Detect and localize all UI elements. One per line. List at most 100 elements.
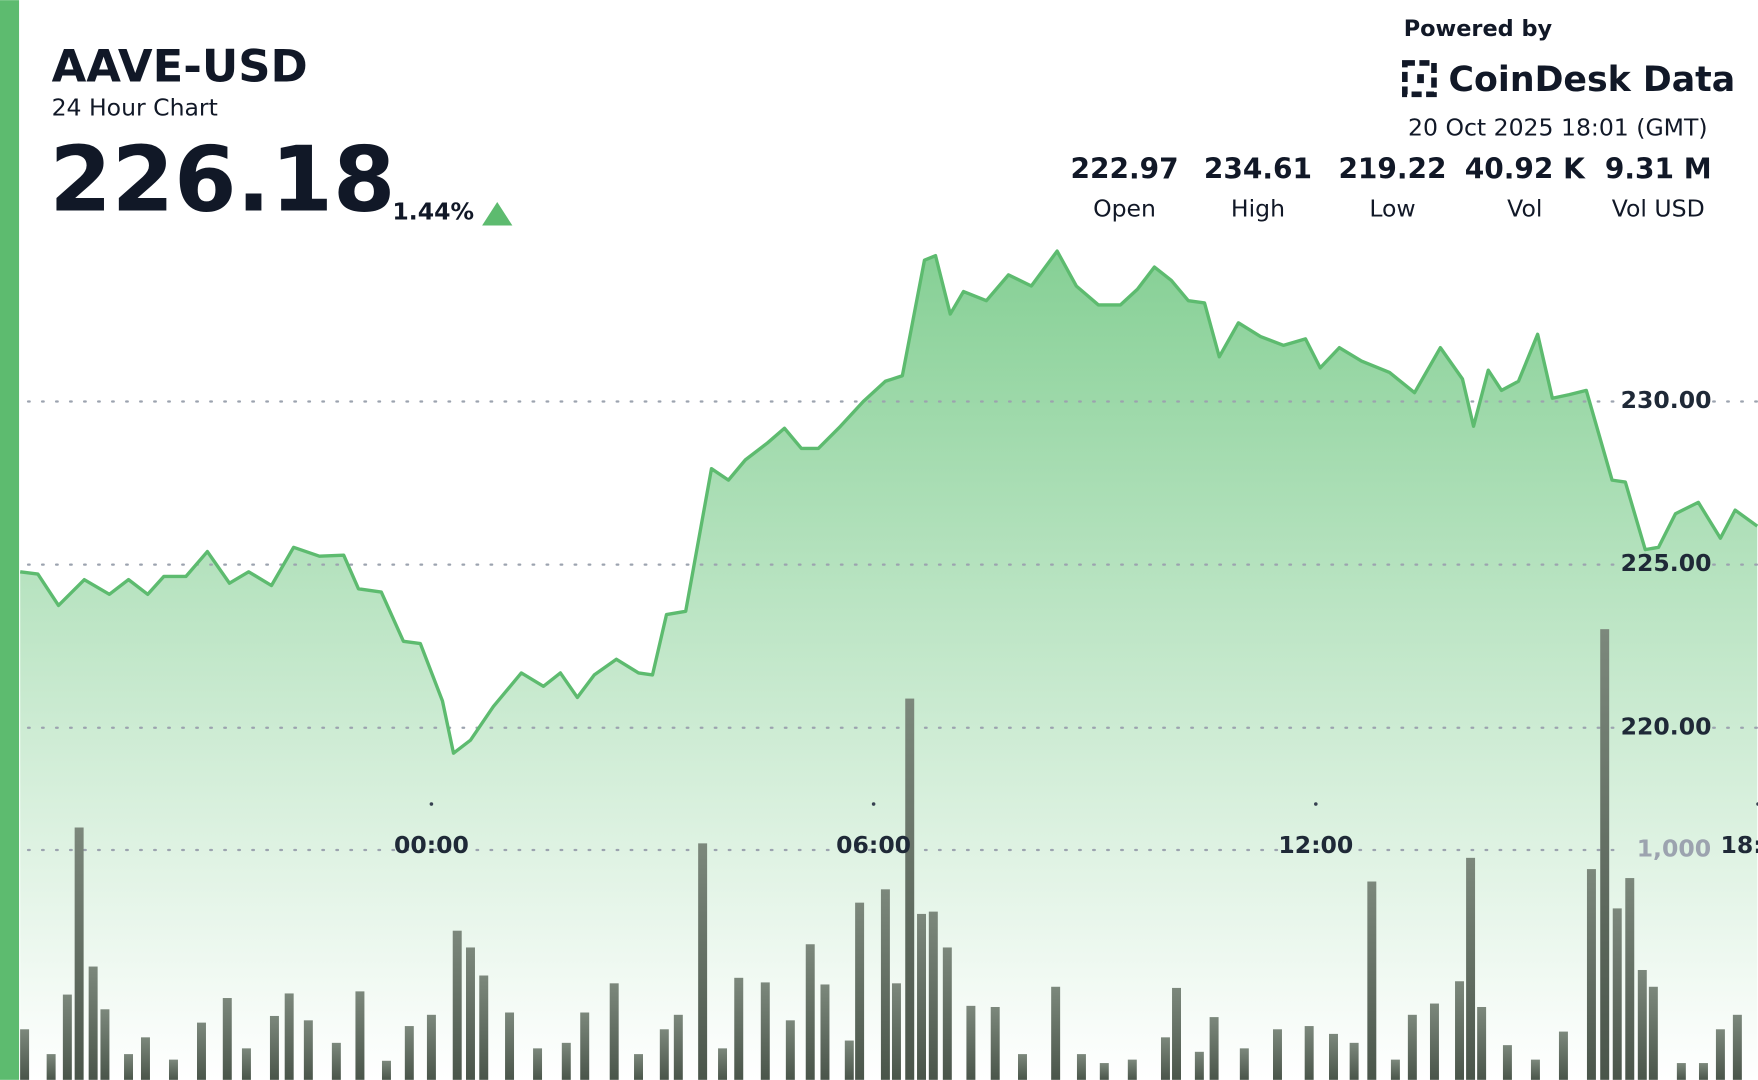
volume-bar bbox=[1367, 881, 1377, 1080]
volume-bar bbox=[1349, 1042, 1359, 1080]
volume-bar bbox=[734, 977, 744, 1080]
volume-bar bbox=[1099, 1063, 1109, 1080]
x-tick-label: 06:00 bbox=[836, 831, 911, 859]
volume-bar bbox=[1407, 1014, 1417, 1080]
volume-bar bbox=[1558, 1031, 1568, 1080]
volume-bar bbox=[1600, 629, 1610, 1080]
volume-bar bbox=[20, 1029, 30, 1080]
volume-bar bbox=[760, 982, 770, 1080]
volume-bar bbox=[426, 1014, 436, 1080]
label-layer: 220.00 225.00 230.00 1,000 00:00 06:00 12:00 18… bbox=[394, 386, 1758, 863]
volume-bar bbox=[88, 966, 98, 1080]
stat-value: 40.92 K bbox=[1465, 153, 1586, 186]
volume-bar bbox=[452, 930, 462, 1080]
brand-name: CoinDesk Data bbox=[1449, 60, 1736, 100]
volume-bar bbox=[140, 1037, 150, 1080]
volume-bar bbox=[928, 911, 938, 1080]
volume-bar bbox=[634, 1054, 643, 1080]
volume-bar bbox=[1390, 1059, 1400, 1080]
volume-bar bbox=[196, 1022, 206, 1080]
volume-bar bbox=[1676, 1063, 1686, 1080]
stat-label: Vol USD bbox=[1612, 194, 1705, 222]
volume-bar bbox=[331, 1042, 341, 1080]
volume-bar bbox=[855, 902, 865, 1080]
volume-bar bbox=[1127, 1059, 1137, 1080]
volume-bar bbox=[844, 1040, 854, 1080]
volume-bar bbox=[479, 975, 489, 1080]
price-area bbox=[20, 251, 1758, 1080]
volume-bar bbox=[1477, 1006, 1487, 1080]
volume-bar bbox=[1455, 981, 1465, 1080]
accent-bar bbox=[0, 0, 20, 1080]
volume-bar bbox=[561, 1042, 571, 1080]
stat-value: 222.97 bbox=[1070, 153, 1178, 186]
volume-bar bbox=[1637, 969, 1647, 1080]
volume-bar bbox=[1715, 1029, 1725, 1080]
last-price: 226.18 bbox=[49, 129, 395, 233]
x-tick-label: 18:00 bbox=[1721, 831, 1758, 859]
stat-label: Vol bbox=[1507, 194, 1542, 222]
volume-bar bbox=[1648, 986, 1658, 1080]
stat-value: 219.22 bbox=[1338, 153, 1446, 186]
volume-bar bbox=[609, 983, 619, 1080]
powered-by: Powered by bbox=[1404, 16, 1553, 42]
volume-bar bbox=[891, 983, 901, 1080]
volume-bar bbox=[100, 1009, 110, 1080]
volume-bar bbox=[465, 947, 475, 1080]
volume-bar bbox=[805, 944, 815, 1080]
volume-bar bbox=[168, 1059, 178, 1080]
price-change: 1.44% bbox=[392, 198, 474, 226]
volume-bar bbox=[785, 1020, 795, 1080]
volume-bar bbox=[355, 991, 365, 1080]
price-line bbox=[19, 249, 1758, 755]
volume-bar bbox=[1429, 1003, 1439, 1080]
volume-bar bbox=[917, 913, 927, 1080]
plot-area: 220.00 225.00 230.00 1,000 00:00 06:00 12:00 18… bbox=[19, 249, 1758, 1080]
stat-label: Low bbox=[1369, 194, 1415, 222]
x-tick-mark bbox=[871, 802, 876, 806]
stat-value: 234.61 bbox=[1204, 153, 1312, 186]
volume-bar bbox=[46, 1054, 56, 1080]
volume-bar bbox=[1160, 1037, 1170, 1080]
volume-bar bbox=[1018, 1054, 1027, 1080]
volume-bar bbox=[820, 984, 830, 1080]
volume-bar bbox=[1329, 1033, 1338, 1080]
volume-bar bbox=[1625, 878, 1635, 1080]
volume-bar bbox=[74, 827, 84, 1080]
volume-bar bbox=[698, 843, 708, 1080]
volume-bar bbox=[990, 1006, 1000, 1080]
volume-bar bbox=[124, 1054, 134, 1080]
subtitle: 24 Hour Chart bbox=[52, 93, 218, 121]
stats: 222.97 Open 234.61 High 219.22 Low 40.92… bbox=[1070, 153, 1711, 223]
volume-layer bbox=[20, 629, 1742, 1080]
volume-bar bbox=[1239, 1048, 1249, 1080]
volume-bar bbox=[1304, 1026, 1314, 1080]
volume-bar bbox=[505, 1012, 515, 1080]
volume-bar bbox=[1194, 1051, 1204, 1080]
volume-bar bbox=[284, 993, 294, 1080]
line-layer bbox=[19, 249, 1758, 755]
stat-label: Open bbox=[1093, 194, 1156, 222]
x-tick-mark bbox=[1314, 802, 1318, 806]
volume-bar bbox=[659, 1029, 669, 1080]
x-tick-label: 12:00 bbox=[1278, 831, 1353, 859]
volume-bar bbox=[1466, 857, 1476, 1080]
y-tick-label: 225.00 bbox=[1621, 549, 1712, 577]
stat-label: High bbox=[1231, 194, 1285, 222]
volume-bar bbox=[269, 1015, 279, 1080]
volume-bar bbox=[1209, 1017, 1219, 1080]
x-tick-label: 00:00 bbox=[394, 831, 469, 859]
volume-bar bbox=[905, 698, 915, 1080]
volume-bar bbox=[880, 889, 890, 1080]
symbol-title: AAVE-USD bbox=[52, 40, 308, 93]
volume-bar bbox=[303, 1020, 313, 1080]
y-tick-label: 220.00 bbox=[1621, 712, 1712, 740]
area-layer bbox=[20, 251, 1758, 1080]
volume-bar bbox=[580, 1012, 590, 1080]
volume-bar bbox=[673, 1014, 683, 1080]
volume-bar bbox=[1732, 1014, 1742, 1080]
volume-bar bbox=[1051, 986, 1061, 1080]
volume-bar bbox=[533, 1048, 543, 1080]
